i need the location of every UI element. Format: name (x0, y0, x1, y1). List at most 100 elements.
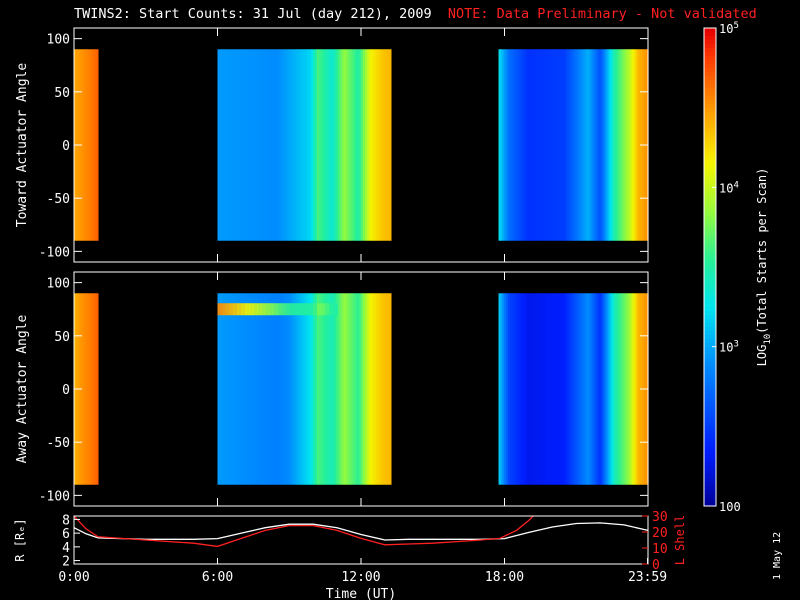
heat-cell (251, 293, 255, 485)
heat-cell (87, 293, 90, 485)
colorbar-cell (704, 338, 716, 344)
heat-cell (322, 293, 326, 485)
heat-cell (334, 293, 337, 485)
heat-cell (571, 293, 574, 485)
colorbar-cell (704, 51, 716, 57)
heat-cell (267, 49, 270, 241)
heat-cell (584, 293, 588, 485)
heat-cell (498, 293, 502, 485)
y-axis-label: Toward Actuator Angle (15, 63, 30, 228)
colorbar-cell (704, 127, 716, 133)
heat-cell (521, 49, 524, 241)
heat-cell (324, 293, 328, 485)
heat-cell (265, 49, 268, 241)
colorbar-cell (704, 274, 716, 280)
heat-cell (378, 293, 381, 485)
colorbar-cell (704, 123, 716, 129)
colorbar-tick-base: 10 (719, 22, 733, 36)
heat-cell (513, 293, 517, 485)
heat-cell (569, 293, 572, 485)
heat-cell (238, 49, 242, 241)
heat-cell (638, 49, 641, 241)
x-tick-label: 6:00 (202, 570, 233, 585)
heat-band-cell (257, 303, 262, 316)
heat-cell (95, 293, 98, 485)
heat-cell (271, 49, 274, 241)
heat-cell (338, 293, 341, 485)
heat-cell (508, 293, 511, 485)
heat-cell (253, 49, 257, 241)
heat-cell (500, 49, 503, 241)
y-tick-label: 50 (54, 330, 70, 345)
heat-cell (594, 293, 597, 485)
heat-cell (580, 293, 584, 485)
heat-band-cell (333, 303, 338, 316)
heat-cell (274, 49, 278, 241)
colorbar-cell (704, 446, 716, 451)
heat-cell (320, 293, 324, 485)
heat-cell (81, 293, 85, 485)
heat-cell (294, 293, 297, 485)
heat-cell (622, 49, 626, 241)
heat-cell (609, 49, 612, 241)
colorbar-cell (704, 239, 716, 244)
colorbar-cell (704, 231, 716, 236)
heat-cell (626, 49, 630, 241)
heat-cell (370, 49, 374, 241)
heat-cell (219, 49, 222, 241)
heat-cell (599, 49, 603, 241)
heat-cell (523, 49, 526, 241)
colorbar-cell (704, 382, 716, 388)
heat-cell (504, 49, 507, 241)
colorbar-label: LOG10(Total Starts per Scan) (755, 168, 773, 367)
date-stamp: 1 May 12 (772, 531, 783, 580)
heat-cell (357, 293, 360, 485)
heat-cell (573, 49, 576, 241)
heat-cell (236, 293, 240, 485)
colorbar-cell (704, 59, 716, 65)
heat-cell (328, 49, 331, 241)
colorbar-cell (704, 406, 716, 411)
heat-cell (284, 49, 287, 241)
heat-cell (297, 49, 301, 241)
chart-title: TWINS2: Start Counts: 31 Jul (day 212), … (74, 6, 757, 22)
heat-cell (272, 49, 276, 241)
heat-cell (246, 49, 249, 241)
heat-cell (232, 293, 236, 485)
heat-cell (248, 293, 251, 485)
colorbar-cell (704, 155, 716, 161)
heat-cell (636, 49, 639, 241)
heat-cell (605, 293, 609, 485)
colorbar-label-suffix: (Total Starts per Scan) (755, 168, 769, 334)
heat-cell (571, 49, 574, 241)
heat-cell (305, 293, 309, 485)
heat-cell (601, 293, 605, 485)
heat-cell (303, 293, 307, 485)
heat-cell (278, 293, 282, 485)
heat-cell (594, 49, 597, 241)
heat-band-cell (321, 303, 326, 316)
heat-cell (389, 293, 392, 485)
colorbar-cell (704, 187, 716, 192)
heat-cell (93, 49, 96, 241)
colorbar-cell (704, 111, 716, 117)
heat-cell (315, 293, 318, 485)
colorbar-cell (704, 286, 716, 292)
heat-cell (364, 49, 368, 241)
colorbar-cell (704, 207, 716, 212)
heat-cell (567, 49, 570, 241)
heat-cell (366, 49, 370, 241)
heat-cell (89, 293, 92, 485)
heat-cell (559, 49, 563, 241)
heat-cell (349, 49, 353, 241)
heat-cell (364, 293, 368, 485)
heat-cell (555, 293, 559, 485)
heat-cell (569, 49, 572, 241)
radius-line (74, 522, 648, 541)
heat-cell (607, 293, 611, 485)
toward-heatmap-panel: 100 50 0 -50 -100 Toward Actuator Angle (15, 27, 649, 263)
heat-cell (230, 293, 234, 485)
colorbar-cell (704, 298, 716, 304)
heat-cell (511, 293, 515, 485)
heat-cell (620, 293, 624, 485)
